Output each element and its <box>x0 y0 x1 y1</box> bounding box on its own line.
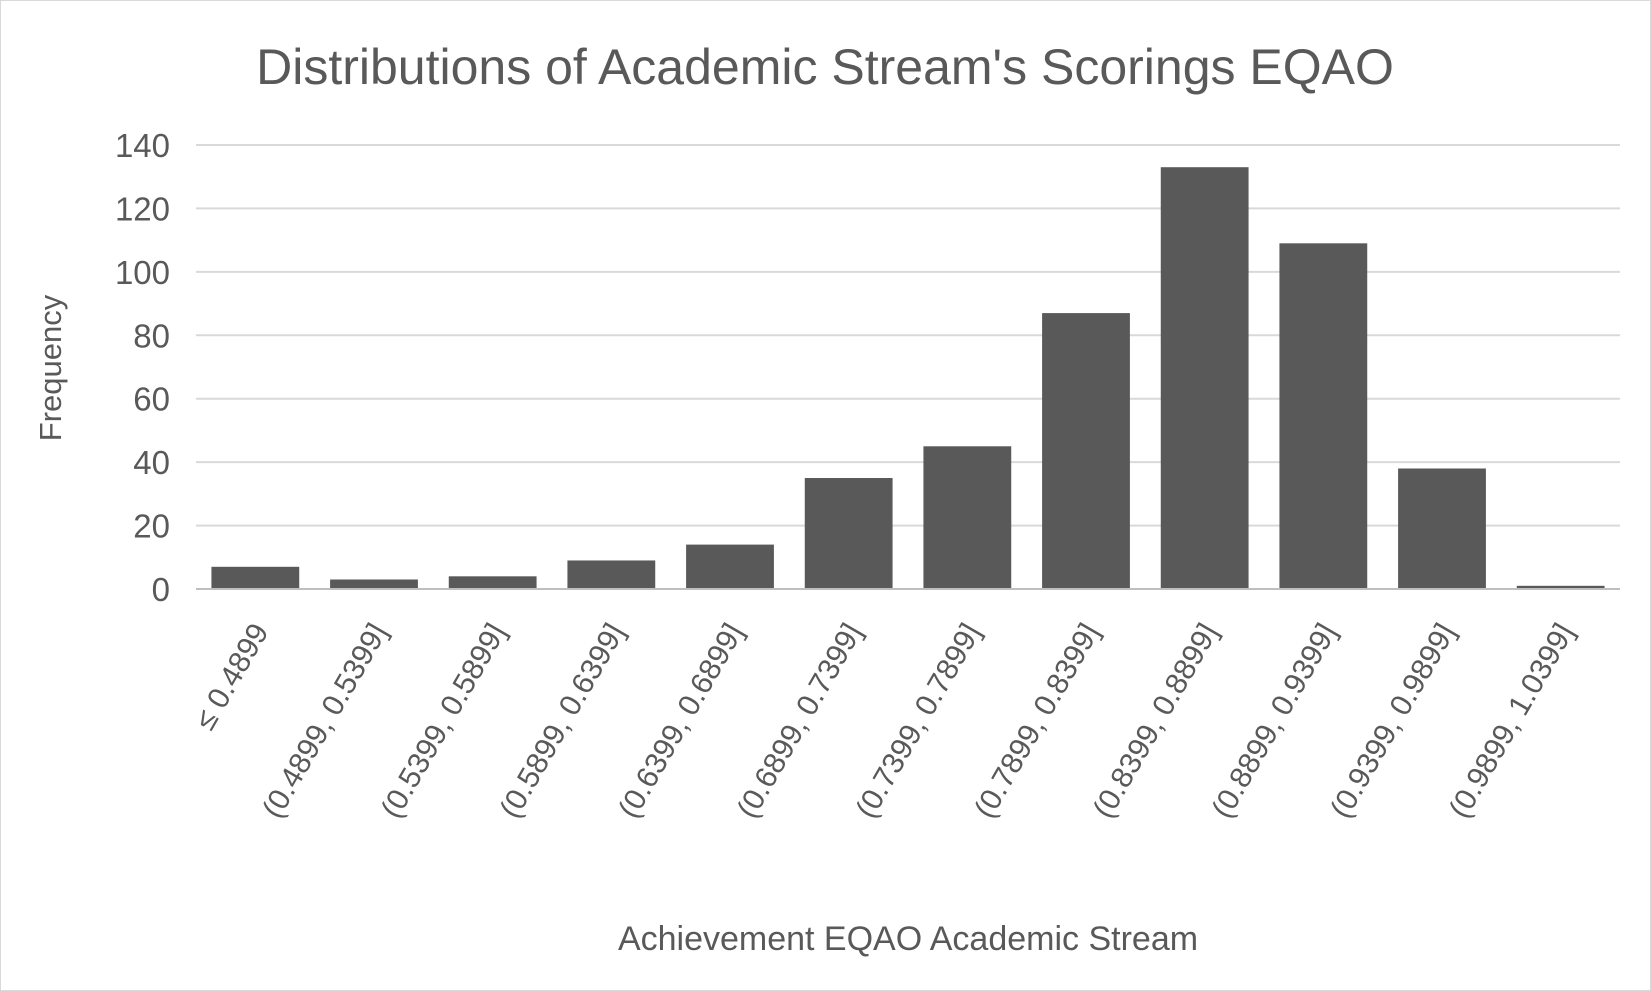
y-tick-label: 140 <box>115 127 170 164</box>
bar-3 <box>567 560 656 589</box>
x-tick-label: (0.4899, 0.5399] <box>256 618 394 824</box>
x-tick-label: (0.7399, 0.7899] <box>850 618 988 824</box>
bar-1 <box>330 579 418 589</box>
x-tick-label: (0.6399, 0.6899] <box>612 618 750 824</box>
bar-5 <box>804 478 893 589</box>
y-axis-label: Frequency <box>33 294 68 441</box>
x-tick-label: ≤ 0.4899 <box>189 618 276 735</box>
bar-10 <box>1398 468 1486 589</box>
x-tick-label: (0.8399, 0.8899] <box>1087 618 1225 824</box>
y-axis-ticks: 0 20 40 60 80 100 120 140 <box>115 127 170 608</box>
chart-title: Distributions of Academic Stream's Scori… <box>256 39 1394 95</box>
x-axis-ticks: ≤ 0.4899(0.4899, 0.5399](0.5399, 0.5899]… <box>189 618 1581 824</box>
bar-2 <box>448 576 537 589</box>
x-axis-label: Achievement EQAO Academic Stream <box>618 920 1198 958</box>
x-tick-label: (0.9899, 1.0399] <box>1443 618 1581 824</box>
y-tick-label: 20 <box>133 508 170 545</box>
x-tick-label: (0.5899, 0.6399] <box>494 618 632 824</box>
y-tick-label: 60 <box>133 381 170 418</box>
bar-9 <box>1279 243 1368 590</box>
x-tick-label: (0.9399, 0.9899] <box>1324 618 1462 824</box>
x-tick-label: (0.5399, 0.5899] <box>375 618 513 824</box>
x-tick-label: (0.6899, 0.7399] <box>731 618 869 824</box>
bar-8 <box>1160 167 1249 589</box>
x-tick-label: (0.8899, 0.9399] <box>1206 618 1344 824</box>
y-tick-label: 40 <box>133 444 170 481</box>
bar-6 <box>923 446 1012 589</box>
bar-4 <box>686 544 774 589</box>
y-tick-label: 80 <box>133 317 170 354</box>
x-tick-label: (0.7899, 0.8399] <box>968 618 1106 824</box>
bar-0 <box>211 566 300 589</box>
bar-7 <box>1042 313 1130 589</box>
y-tick-label: 0 <box>152 571 170 608</box>
y-tick-label: 100 <box>115 254 170 291</box>
bar-11 <box>1516 585 1605 589</box>
bars <box>211 167 1605 590</box>
y-tick-label: 120 <box>115 190 170 227</box>
gridlines <box>196 144 1620 527</box>
